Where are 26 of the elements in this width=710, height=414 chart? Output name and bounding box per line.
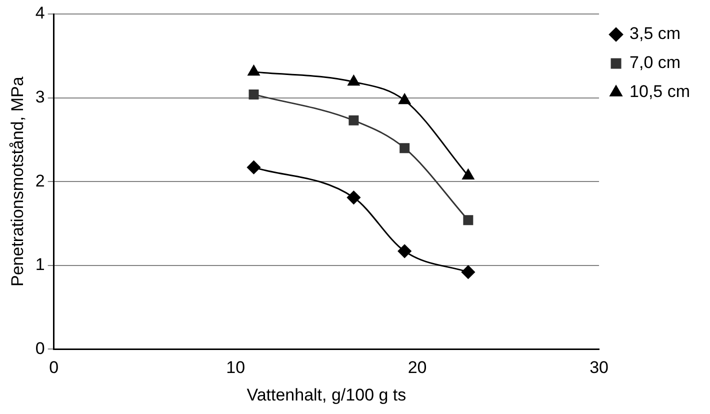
point: [248, 65, 260, 76]
point: [248, 89, 259, 100]
x-tick-label: 30: [590, 358, 608, 378]
legend-label: 10,5 cm: [630, 82, 690, 102]
point: [247, 160, 260, 174]
legend-label: 3,5 cm: [630, 24, 681, 44]
x-axis-title: Vattenhalt, g/100 g ts: [246, 385, 406, 404]
y-tick-label: 2: [35, 171, 45, 190]
point: [348, 115, 359, 126]
x-tick-label: 0: [49, 358, 59, 378]
point: [346, 190, 360, 204]
y-tick-label: 1: [35, 255, 45, 274]
point: [400, 143, 410, 154]
y-axis-title: Penetrationsmotstånd, MPa: [8, 76, 27, 286]
x-tick-label: 10: [226, 358, 246, 378]
y-tick-label: 4: [35, 4, 45, 23]
y-tick-label: 0: [35, 338, 45, 358]
point: [348, 75, 360, 86]
point: [398, 94, 411, 104]
point: [461, 265, 475, 279]
y-tick-label: 3: [35, 87, 45, 106]
point: [463, 215, 474, 226]
point: [462, 168, 474, 180]
point: [398, 244, 412, 258]
x-tick-label: 20: [408, 358, 427, 378]
legend-label: 7,0 cm: [630, 53, 681, 72]
